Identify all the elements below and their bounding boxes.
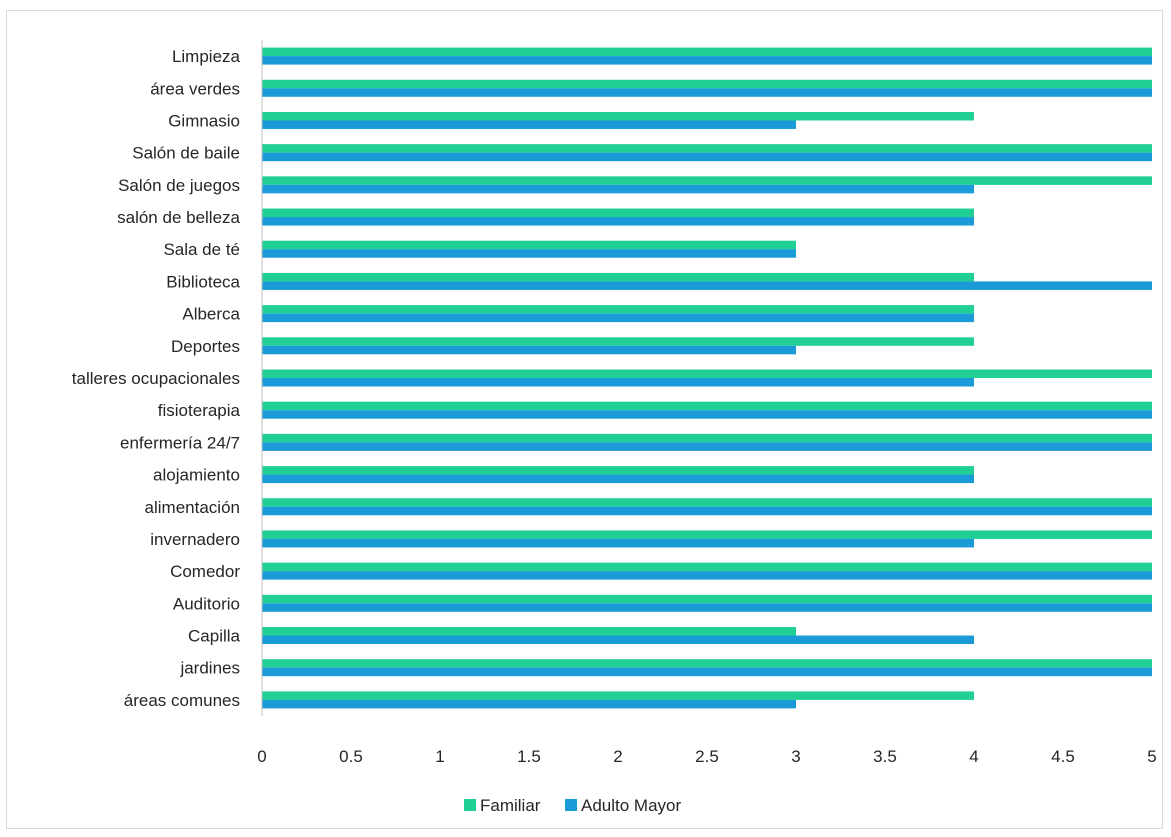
- x-tick-label: 2.5: [695, 747, 719, 766]
- bar-familiar: [262, 305, 974, 314]
- bar-familiar: [262, 208, 974, 218]
- bar-familiar: [262, 466, 974, 475]
- bar-adulto-mayor: [262, 538, 974, 548]
- x-tick-labels: 0 0.5 1 1.5 2 2.5 3 3.5 4 4.5 5: [257, 747, 1156, 766]
- x-tick-label: 0: [257, 747, 266, 766]
- category-label: jardines: [179, 659, 240, 678]
- bar-adulto-mayor: [262, 442, 1152, 451]
- x-tick-label: 3.5: [873, 747, 897, 766]
- bar-familiar: [262, 272, 974, 282]
- category-label: Deportes: [171, 337, 240, 356]
- bar-familiar: [262, 337, 974, 346]
- category-label: Comedor: [170, 562, 240, 581]
- legend-familiar-label: Familiar: [480, 796, 541, 815]
- x-tick-label: 5: [1147, 747, 1156, 766]
- bar-adulto-mayor: [262, 474, 974, 484]
- category-label: área verdes: [150, 79, 240, 98]
- bar-adulto-mayor: [262, 313, 974, 323]
- bar-adulto-mayor: [262, 152, 1152, 162]
- category-label: Limpieza: [172, 47, 241, 66]
- bar-adulto-mayor: [262, 506, 1152, 516]
- category-label: áreas comunes: [124, 691, 240, 710]
- bar-adulto-mayor: [262, 410, 1152, 419]
- bar-adulto-mayor: [262, 56, 1152, 65]
- legend-adulto-mayor-swatch: [565, 799, 577, 811]
- bar-adulto-mayor: [262, 249, 796, 258]
- category-labels: Limpieza área verdes Gimnasio Salón de bail…: [72, 47, 241, 710]
- bar-adulto-mayor: [262, 88, 1152, 97]
- category-label: salón de belleza: [117, 208, 240, 227]
- bar-adulto-mayor: [262, 217, 974, 226]
- category-label: Capilla: [188, 627, 241, 646]
- bar-familiar: [262, 691, 974, 700]
- bar-familiar: [262, 594, 1152, 604]
- bar-adulto-mayor: [262, 120, 796, 129]
- bar-adulto-mayor: [262, 699, 796, 709]
- x-tick-label: 4.5: [1051, 747, 1075, 766]
- bar-familiar: [262, 433, 1152, 443]
- bar-adulto-mayor: [262, 378, 974, 387]
- category-label: Gimnasio: [168, 111, 240, 130]
- bar-familiar: [262, 498, 1152, 507]
- legend-adulto-mayor-label: Adulto Mayor: [581, 796, 681, 815]
- x-tick-label: 1: [435, 747, 444, 766]
- category-label: alojamiento: [153, 466, 240, 485]
- category-label: Auditorio: [173, 594, 240, 613]
- category-label: invernadero: [150, 530, 240, 549]
- category-label: talleres ocupacionales: [72, 369, 240, 388]
- bar-familiar: [262, 659, 1152, 668]
- bar-familiar: [262, 144, 1152, 153]
- category-label: fisioterapia: [158, 401, 241, 420]
- bar-familiar: [262, 627, 796, 636]
- category-label: enfermería 24/7: [120, 433, 240, 452]
- category-label: alimentación: [145, 498, 240, 517]
- legend-familiar-swatch: [464, 799, 476, 811]
- category-label: Biblioteca: [166, 272, 240, 291]
- bar-familiar: [262, 47, 1152, 57]
- x-tick-label: 1.5: [517, 747, 541, 766]
- bar-familiar: [262, 176, 1152, 185]
- bar-familiar: [262, 369, 1152, 378]
- x-tick-label: 2: [613, 747, 622, 766]
- bar-familiar: [262, 79, 1152, 89]
- x-tick-label: 4: [969, 747, 978, 766]
- bar-familiar: [262, 562, 1152, 572]
- bar-adulto-mayor: [262, 571, 1152, 580]
- bar-adulto-mayor: [262, 281, 1152, 290]
- category-label: Sala de té: [163, 240, 240, 259]
- bar-adulto-mayor: [262, 184, 974, 194]
- bar-adulto-mayor: [262, 603, 1152, 612]
- legend: Familiar Adulto Mayor: [464, 796, 681, 815]
- bar-familiar: [262, 530, 1152, 539]
- bars-group: [262, 47, 1152, 709]
- bar-adulto-mayor: [262, 667, 1152, 677]
- category-label: Alberca: [182, 305, 240, 324]
- bar-adulto-mayor: [262, 635, 974, 645]
- bar-adulto-mayor: [262, 345, 796, 355]
- category-label: Salón de juegos: [118, 176, 240, 195]
- bar-familiar: [262, 401, 1152, 411]
- x-tick-label: 3: [791, 747, 800, 766]
- x-tick-label: 0.5: [339, 747, 363, 766]
- bar-familiar: [262, 240, 796, 250]
- category-label: Salón de baile: [132, 144, 240, 163]
- bar-familiar: [262, 111, 974, 121]
